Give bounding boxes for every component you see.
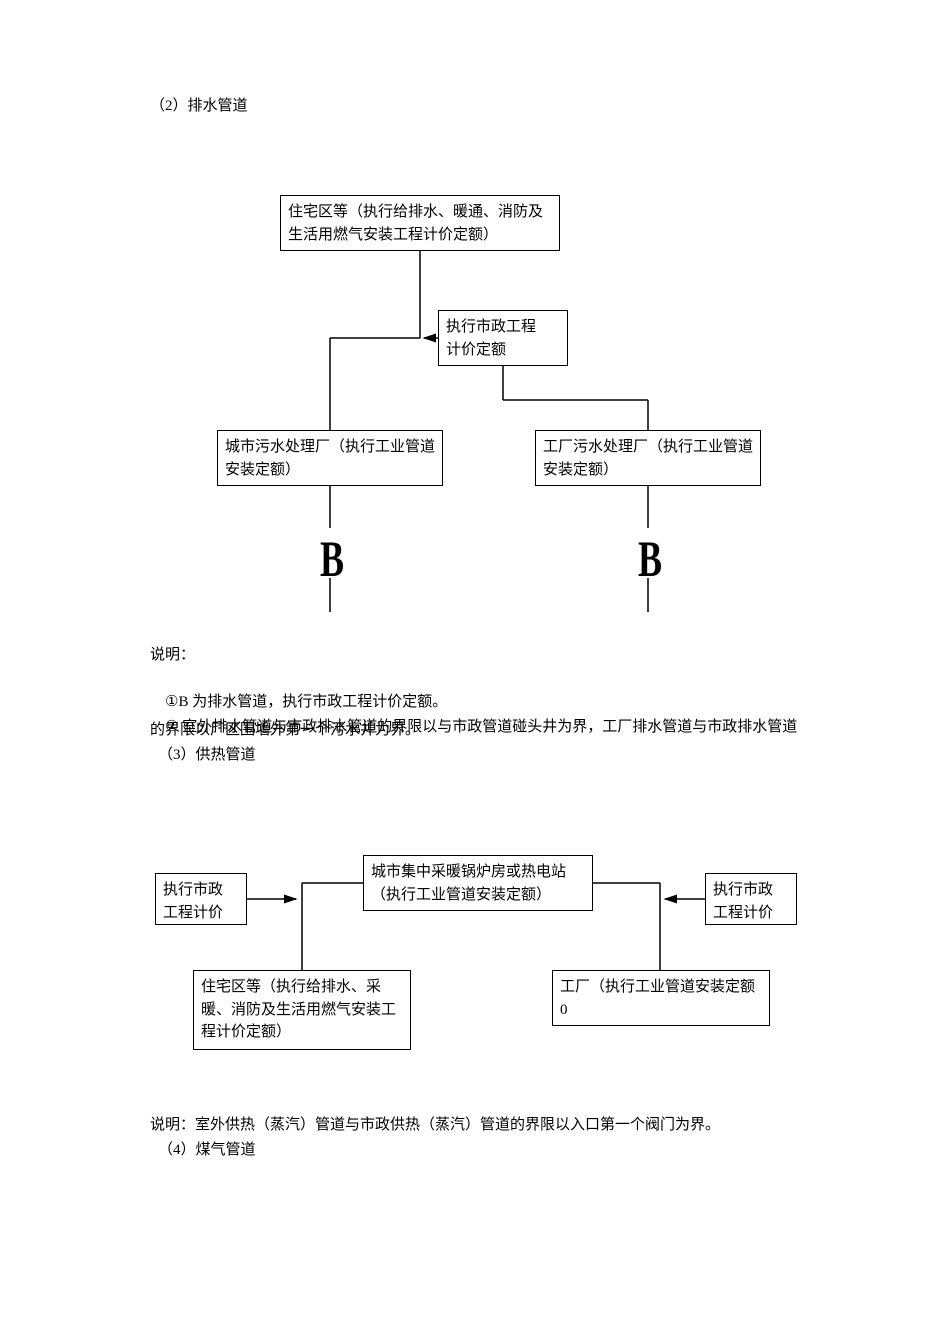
d1-node-top-text: 住宅区等（执行给排水、暖通、消防及生活用燃气安装工程计价定额） xyxy=(280,195,560,252)
section-4-title: （4）煤气管道 xyxy=(158,1140,256,1161)
d2-node-right-small-text: 执行市政 工程计价 xyxy=(705,873,797,930)
notes2: 说明：室外供热（蒸汽）管道与市政供热（蒸汽）管道的界限以入口第一个阀门为界。 xyxy=(150,1115,830,1136)
d2-node-bottom-right-text: 工厂（执行工业管道安装定额0 xyxy=(552,970,770,1027)
notes1-line2b: 的界限以厂区围墙外第一个污水井为界。 xyxy=(150,720,830,741)
d2-node-bottom-left-text: 住宅区等（执行给排水、采暖、消防及生活用燃气安装工程计价定额） xyxy=(193,970,411,1050)
d2-node-left-small-text: 执行市政 工程计价 xyxy=(155,873,247,930)
d2-node-top-text: 城市集中采暖锅炉房或热电站（执行工业管道安装定额） xyxy=(363,855,593,912)
notes1-header: 说明： xyxy=(150,645,195,666)
section-3-title: （3）供热管道 xyxy=(158,745,256,766)
d1-node-mid-text: 执行市政工程 计价定额 xyxy=(438,310,568,367)
document-page: （2）排水管道 住宅区等（执行给排水、暖通、消防及生活用燃气安装工程计价定额） … xyxy=(0,0,945,1337)
section-2-title: （2）排水管道 xyxy=(150,96,248,117)
d1-node-bottom-left-text: 城市污水处理厂（执行工业管道安装定额） xyxy=(217,430,443,487)
d1-b-glyph-left: B xyxy=(320,530,344,589)
d1-b-glyph-right: B xyxy=(638,530,662,589)
d1-node-bottom-right-text: 工厂污水处理厂（执行工业管道安装定额） xyxy=(535,430,761,487)
